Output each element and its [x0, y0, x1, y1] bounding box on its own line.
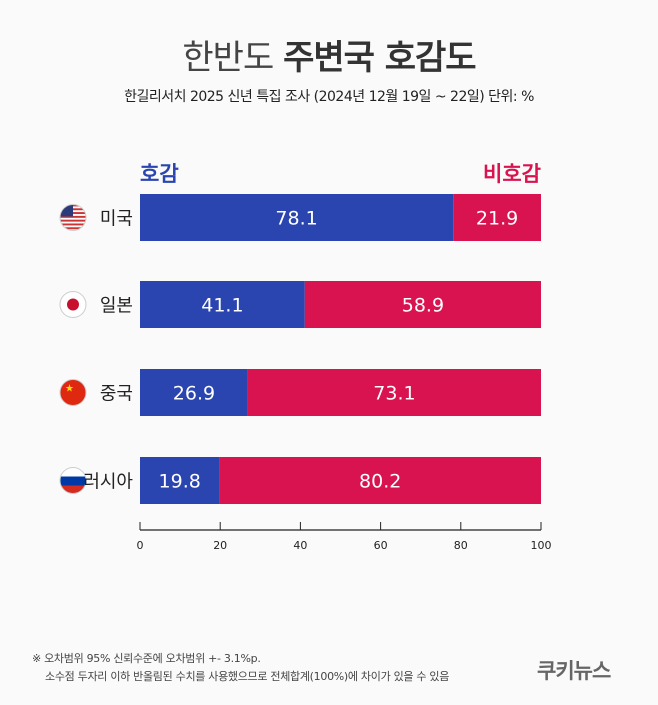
legend-favorable: 호감 [140, 162, 179, 186]
category-label: 미국 [100, 209, 133, 230]
us-flag-icon [60, 204, 86, 230]
bar-row: 26.9 73.1 ★ 중국 [59, 369, 541, 416]
japan-flag-icon [60, 291, 86, 318]
bar-row: 19.8 80.2 러시아 [59, 457, 541, 504]
data-label: 73.1 [373, 383, 415, 405]
bar-unfavorable [247, 369, 541, 416]
data-label: 41.1 [201, 295, 243, 317]
subtitle: 한길리서치 2025 신년 특집 조사 (2024년 12월 19일 ~ 22일… [124, 89, 534, 105]
logo: 쿠키뉴스 [537, 659, 611, 683]
russia-flag-icon [60, 467, 86, 494]
category-label: 러시아 [83, 472, 133, 493]
x-tick-label: 20 [213, 539, 227, 552]
bar-favorable [140, 281, 305, 328]
data-label: 80.2 [359, 471, 401, 493]
category-label: 중국 [100, 384, 133, 405]
china-flag-icon: ★ [60, 379, 86, 406]
x-tick-label: 40 [293, 539, 307, 552]
page-title: 한반도 주변국 호감도 [0, 30, 658, 79]
bar-unfavorable [219, 457, 541, 504]
data-label: 78.1 [275, 208, 317, 230]
data-label: 26.9 [173, 383, 215, 405]
bar-row: 41.1 58.9 일본 [59, 281, 541, 328]
footnote-2: 소수점 두자리 이하 반올림된 수치를 사용했으므로 전체합계(100%)에 차… [45, 670, 450, 683]
x-tick-label: 100 [531, 539, 552, 552]
bar-unfavorable [453, 194, 541, 241]
data-label: 21.9 [476, 208, 518, 230]
title-bold: 주변국 호감도 [283, 38, 477, 78]
x-tick-label: 0 [137, 539, 144, 552]
x-tick-label: 60 [374, 539, 388, 552]
category-label: 일본 [100, 296, 133, 317]
bar-favorable [140, 194, 454, 241]
bar-favorable [140, 369, 248, 416]
bar-unfavorable [304, 281, 541, 328]
data-label: 19.8 [159, 471, 201, 493]
x-tick-label: 80 [454, 539, 468, 552]
data-label: 58.9 [402, 295, 444, 317]
legend-unfavorable: 비호감 [483, 162, 541, 186]
footnote-1: ※ 오차범위 95% 신뢰수준에 오차범위 +- 3.1%p. [32, 652, 261, 665]
bar-favorable [140, 457, 220, 504]
bar-row: 78.1 21.9 미국 [59, 194, 541, 241]
title-light: 한반도 [182, 38, 274, 78]
svg-text:★: ★ [65, 384, 74, 395]
